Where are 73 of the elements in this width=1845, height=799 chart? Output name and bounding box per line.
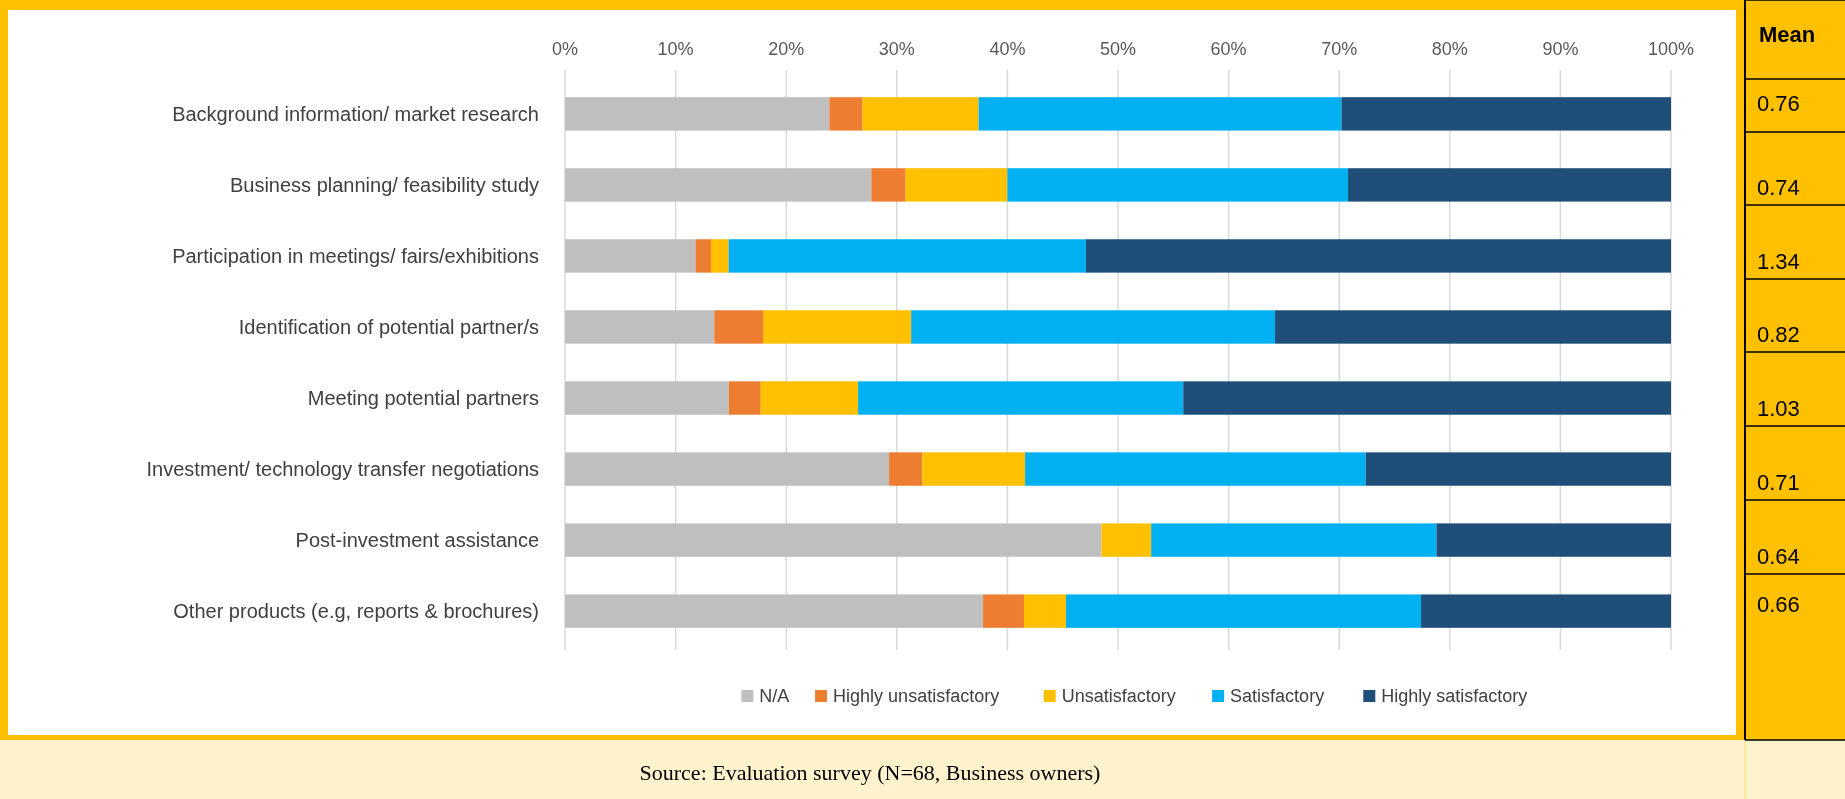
y-tick-label: Background information/ market research <box>172 102 539 125</box>
bar <box>565 168 872 202</box>
bar <box>889 452 923 486</box>
bar <box>565 239 696 273</box>
bar <box>760 381 859 415</box>
text: 0.66 <box>1757 592 1800 617</box>
y-tick-label: Participation in meetings/ fairs/exhibitions <box>172 244 539 267</box>
bar <box>1151 523 1437 557</box>
legend-label: Unsatisfactory <box>1061 686 1176 706</box>
bar <box>728 239 1086 273</box>
x-tick-label: 30% <box>878 39 915 59</box>
x-tick-label: 0% <box>551 39 579 59</box>
bar <box>565 452 890 486</box>
bar <box>1007 168 1349 202</box>
bar <box>1348 168 1671 202</box>
bar <box>978 97 1342 131</box>
text: 0.64 <box>1757 544 1800 569</box>
y-tick-label: Identification of potential partner/s <box>238 315 539 338</box>
bar <box>922 452 1026 486</box>
bar <box>1023 594 1067 628</box>
bar <box>983 594 1024 628</box>
bar <box>710 239 729 273</box>
legend-label: Highly satisfactory <box>1381 686 1528 706</box>
legend-label: N/A <box>759 686 790 706</box>
bar <box>565 523 1102 557</box>
legend-label: Satisfactory <box>1230 686 1325 706</box>
bar <box>1085 239 1671 273</box>
bar <box>911 310 1276 344</box>
x-tick-label: 10% <box>657 39 694 59</box>
bar <box>905 168 1008 202</box>
bar <box>714 310 763 344</box>
x-tick-label: 20% <box>768 39 805 59</box>
text: 1.03 <box>1757 396 1800 421</box>
text: 0.82 <box>1757 322 1800 347</box>
text: 1.34 <box>1757 249 1800 274</box>
bar <box>565 594 984 628</box>
source-note: Source: Evaluation survey (N=68, Business owners) <box>639 760 1101 785</box>
bar <box>695 239 711 273</box>
y-tick-label: Business planning/ feasibility study <box>229 173 539 196</box>
x-tick-label: 70% <box>1321 39 1358 59</box>
text: 0.76 <box>1757 91 1800 116</box>
bar <box>1183 381 1671 415</box>
bar <box>862 97 979 131</box>
text: Mean <box>1759 22 1816 47</box>
bar <box>1025 452 1366 486</box>
bar <box>762 310 912 344</box>
bar <box>829 97 863 131</box>
bar <box>565 97 830 131</box>
y-tick-label: Investment/ technology transfer negotiations <box>146 458 539 481</box>
x-tick-label: 40% <box>989 39 1026 59</box>
bar <box>1436 523 1671 557</box>
bar <box>565 381 729 415</box>
y-tick-label: Meeting potential partners <box>307 387 539 410</box>
bar <box>858 381 1184 415</box>
x-tick-label: 90% <box>1542 39 1579 59</box>
legend-label: Highly unsatisfactory <box>833 686 1000 706</box>
bar <box>1066 594 1422 628</box>
x-tick-label: 50% <box>1099 39 1137 59</box>
y-tick-label: Other products (e.g, reports & brochures) <box>173 600 539 623</box>
bar <box>1421 594 1671 628</box>
x-tick-label: 100% <box>1647 39 1695 59</box>
bar <box>1341 97 1671 131</box>
y-tick-label: Post-investment assistance <box>295 529 539 552</box>
bar <box>1365 452 1671 486</box>
x-tick-label: 80% <box>1431 39 1468 59</box>
bar <box>1101 523 1152 557</box>
x-tick-label: 60% <box>1210 39 1247 59</box>
text: 0.71 <box>1757 470 1800 495</box>
text: 0.74 <box>1757 175 1800 200</box>
bar <box>871 168 906 202</box>
bar <box>565 310 715 344</box>
bar <box>1275 310 1671 344</box>
bar <box>728 381 761 415</box>
